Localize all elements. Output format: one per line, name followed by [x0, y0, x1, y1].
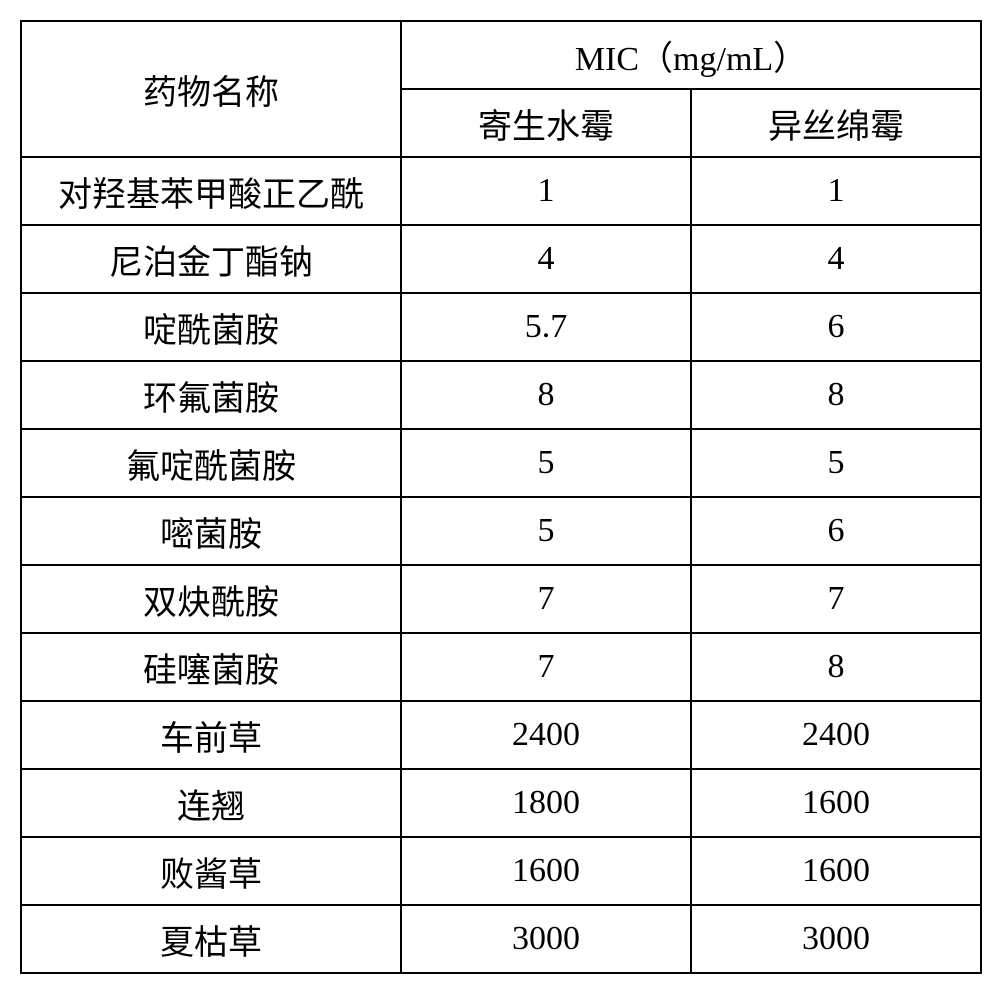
- drug-name-cell: 氟啶酰菌胺: [21, 429, 401, 497]
- drug-name-cell: 环氟菌胺: [21, 361, 401, 429]
- col2-header: 异丝绵霉: [691, 89, 981, 157]
- val1-cell: 1: [401, 157, 691, 225]
- drug-name-cell: 双炔酰胺: [21, 565, 401, 633]
- val1-cell: 5: [401, 429, 691, 497]
- table-row: 氟啶酰菌胺 5 5: [21, 429, 981, 497]
- col2-label: 异丝绵霉: [768, 109, 904, 146]
- drug-name-cell: 嘧菌胺: [21, 497, 401, 565]
- table-row: 对羟基苯甲酸正乙酰 1 1: [21, 157, 981, 225]
- mic-table-container: 药物名称 MIC（mg/mL） 寄生水霉 异丝绵霉 对羟基苯甲酸正乙酰 1 1: [20, 20, 980, 974]
- drug-name-cell: 夏枯草: [21, 905, 401, 973]
- val2-cell: 4: [691, 225, 981, 293]
- val1-cell: 8: [401, 361, 691, 429]
- val2-cell: 1600: [691, 769, 981, 837]
- val2-cell: 7: [691, 565, 981, 633]
- drug-name-cell: 对羟基苯甲酸正乙酰: [21, 157, 401, 225]
- table-row: 双炔酰胺 7 7: [21, 565, 981, 633]
- val2-cell: 8: [691, 633, 981, 701]
- val2-cell: 1600: [691, 837, 981, 905]
- col1-header: 寄生水霉: [401, 89, 691, 157]
- mic-header: MIC（mg/mL）: [401, 21, 981, 89]
- val1-cell: 1800: [401, 769, 691, 837]
- table-row: 夏枯草 3000 3000: [21, 905, 981, 973]
- val1-cell: 1600: [401, 837, 691, 905]
- drug-name-cell: 连翘: [21, 769, 401, 837]
- val2-cell: 8: [691, 361, 981, 429]
- val1-cell: 5.7: [401, 293, 691, 361]
- drug-name-cell: 尼泊金丁酯钠: [21, 225, 401, 293]
- val1-cell: 3000: [401, 905, 691, 973]
- val2-cell: 6: [691, 293, 981, 361]
- val2-cell: 2400: [691, 701, 981, 769]
- table-row: 环氟菌胺 8 8: [21, 361, 981, 429]
- table-body: 对羟基苯甲酸正乙酰 1 1 尼泊金丁酯钠 4 4 啶酰菌胺 5.7 6 环氟菌胺…: [21, 157, 981, 973]
- table-row: 啶酰菌胺 5.7 6: [21, 293, 981, 361]
- val2-cell: 3000: [691, 905, 981, 973]
- val1-cell: 7: [401, 633, 691, 701]
- drug-name-label: 药物名称: [143, 75, 279, 112]
- val1-cell: 7: [401, 565, 691, 633]
- drug-name-cell: 车前草: [21, 701, 401, 769]
- val2-cell: 1: [691, 157, 981, 225]
- drug-name-cell: 硅噻菌胺: [21, 633, 401, 701]
- val1-cell: 2400: [401, 701, 691, 769]
- val2-cell: 5: [691, 429, 981, 497]
- table-row: 嘧菌胺 5 6: [21, 497, 981, 565]
- table-row: 硅噻菌胺 7 8: [21, 633, 981, 701]
- val2-cell: 6: [691, 497, 981, 565]
- mic-table: 药物名称 MIC（mg/mL） 寄生水霉 异丝绵霉 对羟基苯甲酸正乙酰 1 1: [20, 20, 982, 974]
- table-row: 连翘 1800 1600: [21, 769, 981, 837]
- val1-cell: 5: [401, 497, 691, 565]
- drug-name-cell: 败酱草: [21, 837, 401, 905]
- mic-label: MIC（mg/mL）: [575, 41, 807, 78]
- header-row-1: 药物名称 MIC（mg/mL）: [21, 21, 981, 89]
- drug-name-header: 药物名称: [21, 21, 401, 157]
- col1-label: 寄生水霉: [478, 109, 614, 146]
- table-row: 尼泊金丁酯钠 4 4: [21, 225, 981, 293]
- table-row: 败酱草 1600 1600: [21, 837, 981, 905]
- table-header: 药物名称 MIC（mg/mL） 寄生水霉 异丝绵霉: [21, 21, 981, 157]
- val1-cell: 4: [401, 225, 691, 293]
- drug-name-cell: 啶酰菌胺: [21, 293, 401, 361]
- table-row: 车前草 2400 2400: [21, 701, 981, 769]
